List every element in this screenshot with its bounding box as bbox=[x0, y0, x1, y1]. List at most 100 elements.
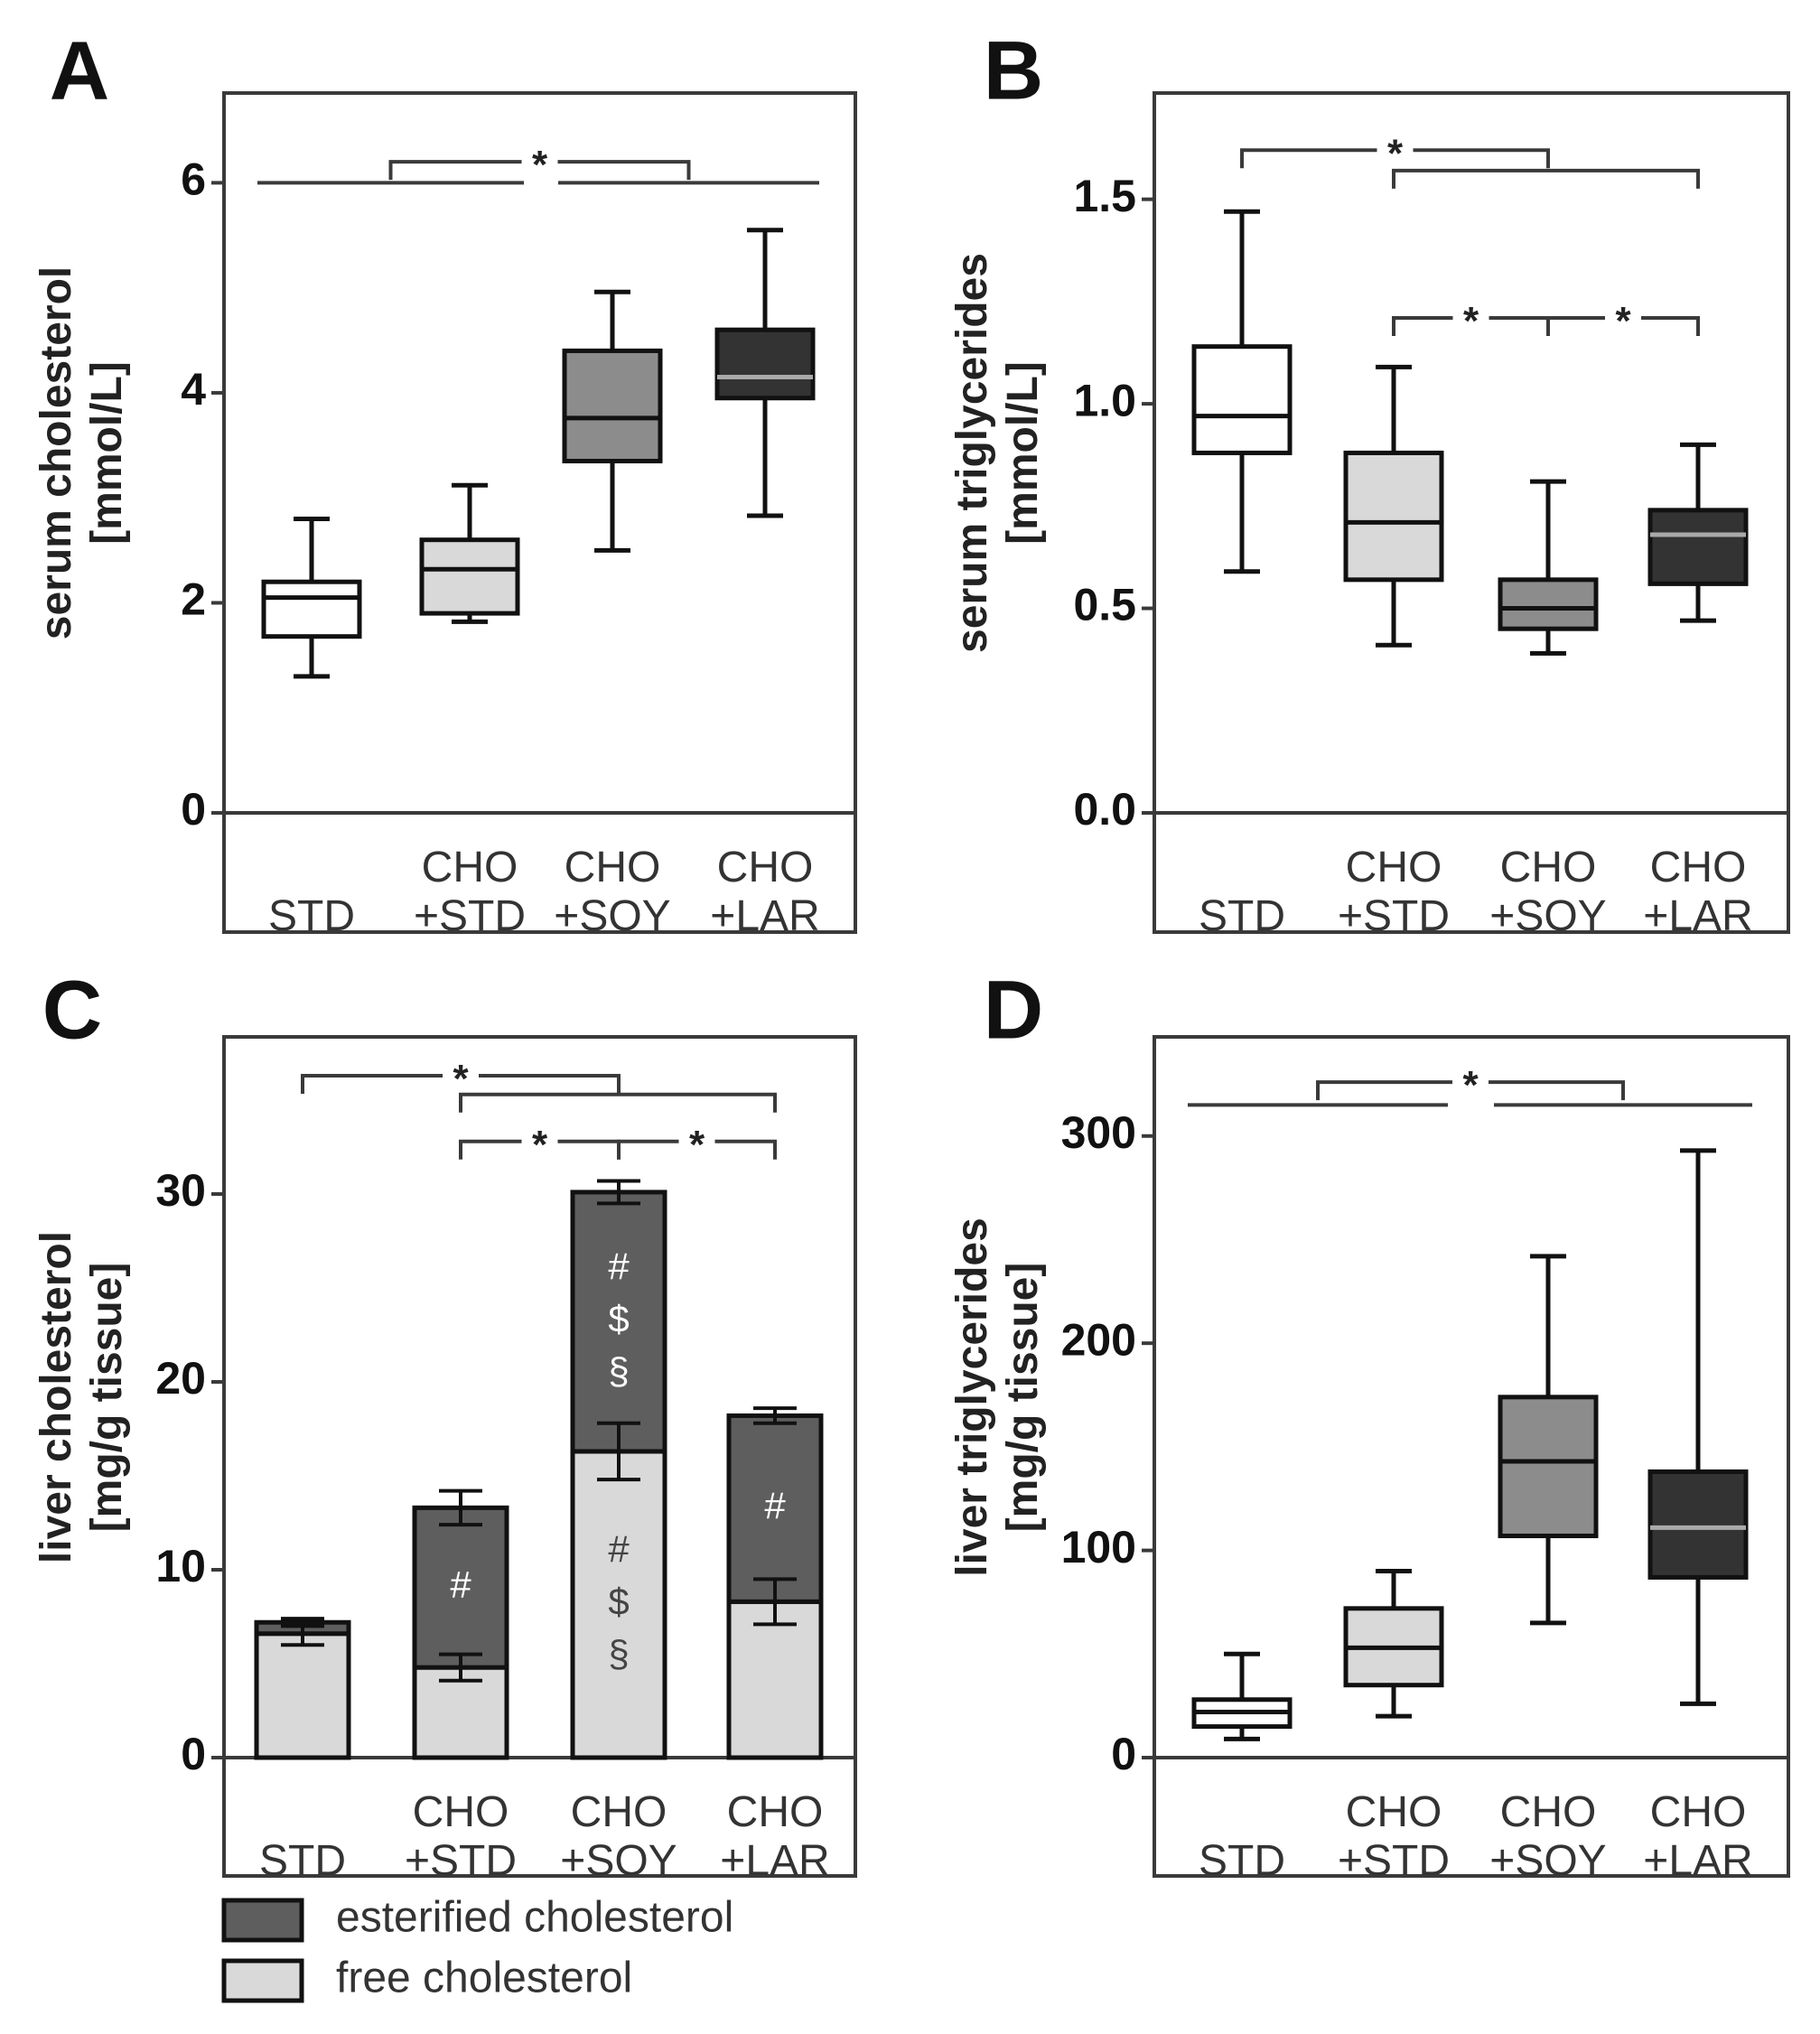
significance-bracket-line bbox=[1392, 168, 1700, 189]
significance-bracket: * bbox=[617, 1123, 777, 1167]
category-label-line: STD bbox=[1199, 1837, 1285, 1885]
bar-annotation: # bbox=[764, 1484, 786, 1526]
significance-bracket bbox=[1392, 168, 1700, 189]
y-axis-label-line: [mmol/L] bbox=[999, 361, 1047, 545]
category-label: CHO +LAR bbox=[1643, 1788, 1752, 1885]
plot-frame bbox=[222, 91, 857, 934]
category-label-line: CHO bbox=[413, 1788, 509, 1836]
significance-star: * bbox=[532, 1123, 548, 1167]
y-tick-label: 300 bbox=[1061, 1107, 1136, 1158]
category-label-line: STD bbox=[268, 892, 355, 940]
y-axis-label-line: [mg/g tissue] bbox=[83, 1263, 131, 1533]
significance-star: * bbox=[689, 1123, 705, 1167]
y-axis-label: liver triglycerides[mg/g tissue] bbox=[948, 1218, 1047, 1577]
bar-4 bbox=[726, 1406, 824, 1760]
bar-3 bbox=[570, 1179, 667, 1760]
y-axis-label-line: [mg/g tissue] bbox=[999, 1263, 1047, 1533]
bar-annotation: # bbox=[608, 1246, 630, 1288]
y-axis-label: liver cholesterol[mg/g tissue] bbox=[33, 1231, 131, 1563]
box-4 bbox=[1647, 1148, 1749, 1706]
plot-frame bbox=[1153, 91, 1790, 934]
bar-segment-free bbox=[726, 1599, 824, 1760]
box-3 bbox=[562, 289, 663, 553]
significance-bracket bbox=[459, 1092, 777, 1113]
bar-annotation: § bbox=[608, 1633, 629, 1675]
category-label: CHO +STD bbox=[1338, 844, 1450, 940]
plot-frame bbox=[1153, 1035, 1790, 1878]
box-1 bbox=[261, 516, 362, 679]
box-iqr bbox=[1647, 1469, 1749, 1580]
category-label: CHO +SOY bbox=[554, 844, 670, 940]
bar-segment-esterified bbox=[570, 1190, 667, 1454]
significance-gap bbox=[443, 1069, 479, 1081]
y-tick-label: 4 bbox=[181, 364, 206, 415]
y-axis-label-line: liver triglycerides bbox=[948, 1218, 996, 1577]
panel-letter: D bbox=[984, 964, 1043, 1056]
category-label: STD bbox=[259, 1837, 346, 1885]
legend: esterified cholesterol free cholesterol bbox=[221, 1894, 733, 2003]
box-iqr bbox=[261, 579, 362, 639]
category-label-line: +LAR bbox=[710, 892, 819, 940]
box-iqr bbox=[562, 348, 663, 463]
significance-bracket: * bbox=[1316, 1063, 1625, 1107]
category-label-line: CHO bbox=[1346, 1788, 1442, 1836]
significance-star: * bbox=[532, 143, 548, 187]
bar-1 bbox=[254, 1617, 351, 1760]
box-iqr bbox=[714, 327, 816, 401]
box-iqr bbox=[1498, 577, 1599, 631]
category-label-line: CHO bbox=[1500, 844, 1597, 891]
category-label: CHO +STD bbox=[405, 1788, 517, 1885]
category-label-line: STD bbox=[259, 1837, 346, 1885]
category-label-line: +LAR bbox=[1643, 892, 1752, 940]
bar-annotation: $ bbox=[608, 1298, 629, 1340]
significance-gap bbox=[1377, 145, 1414, 156]
significance-star: * bbox=[1463, 299, 1479, 343]
panel-letter: A bbox=[50, 24, 109, 117]
bar-annotation: # bbox=[450, 1563, 471, 1606]
category-label-line: CHO bbox=[1650, 1788, 1747, 1836]
box-iqr bbox=[1647, 508, 1749, 586]
box-3 bbox=[1498, 1254, 1599, 1626]
legend-label-free: free cholesterol bbox=[336, 1955, 632, 2002]
significance-star: * bbox=[1387, 131, 1404, 175]
category-label: CHO +LAR bbox=[1643, 844, 1752, 940]
legend-label-esterified: esterified cholesterol bbox=[336, 1894, 733, 1942]
category-label-line: +STD bbox=[414, 892, 526, 940]
y-tick-label: 0.0 bbox=[1073, 784, 1136, 835]
category-label-line: +STD bbox=[1338, 892, 1450, 940]
bar-annotation: § bbox=[608, 1350, 629, 1393]
significance-gap bbox=[678, 1135, 715, 1147]
box-1 bbox=[1191, 1651, 1293, 1741]
category-label-line: +STD bbox=[1338, 1837, 1450, 1885]
significance-gap bbox=[521, 156, 558, 168]
panel-b: B 0.0 0.5 1.0 1.5 serum triglycerides[mmol/L]… bbox=[948, 24, 1790, 940]
significance-gap bbox=[1452, 312, 1489, 323]
significance-bracket: * bbox=[1240, 131, 1550, 175]
y-tick-label: 200 bbox=[1061, 1314, 1136, 1365]
category-label: CHO +SOY bbox=[1489, 844, 1606, 940]
y-tick-label: 0.5 bbox=[1073, 580, 1136, 630]
category-label-line: CHO bbox=[565, 844, 661, 891]
significance-star: * bbox=[1615, 299, 1631, 343]
bar-annotation: # bbox=[608, 1528, 630, 1571]
significance-bracket-line bbox=[459, 1092, 777, 1113]
box-iqr bbox=[1191, 344, 1293, 455]
bar-segment-free bbox=[254, 1631, 351, 1760]
category-label: STD bbox=[268, 892, 355, 940]
category-label: STD bbox=[1199, 892, 1285, 940]
category-label-line: +SOY bbox=[554, 892, 670, 940]
y-tick-label: 1.0 bbox=[1073, 375, 1136, 425]
significance-gap bbox=[521, 1135, 558, 1147]
category-label-line: +LAR bbox=[720, 1837, 829, 1885]
y-axis-label-line: [mmol/L] bbox=[83, 361, 131, 545]
panel-c: C 0 10 20 30 liver cholesterol[mg/g tissue] ST… bbox=[33, 964, 857, 1885]
category-label-line: CHO bbox=[717, 844, 814, 891]
category-label-line: CHO bbox=[727, 1788, 824, 1836]
y-tick-label: 20 bbox=[155, 1353, 206, 1404]
category-label-line: CHO bbox=[422, 844, 518, 891]
category-label-line: CHO bbox=[571, 1788, 667, 1836]
category-label: CHO +SOY bbox=[1489, 1788, 1606, 1885]
box-iqr bbox=[419, 537, 520, 616]
